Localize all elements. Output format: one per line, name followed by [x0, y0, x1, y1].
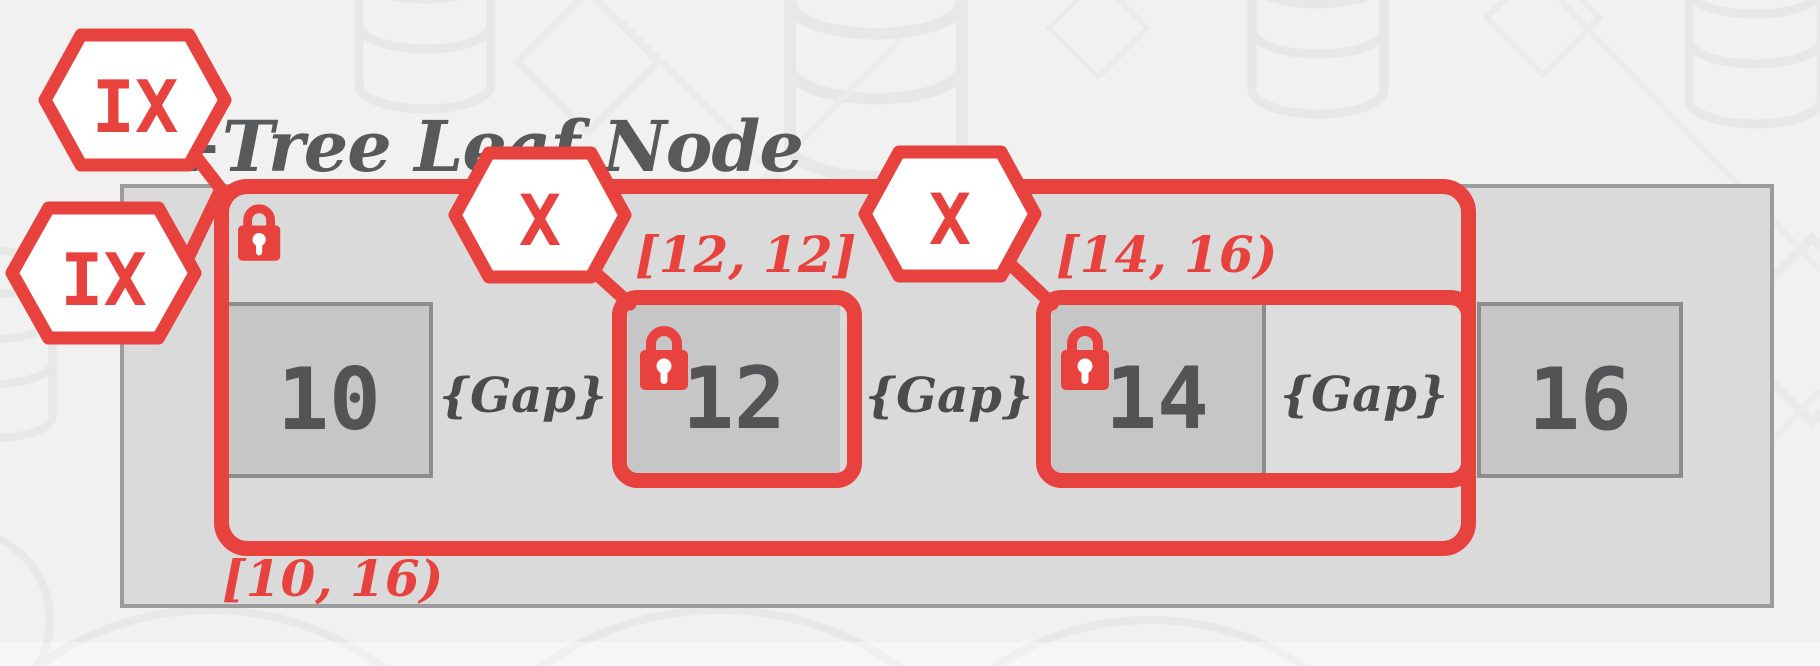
diamond-decoration [1486, 0, 1599, 75]
gap-label: {Gap} [439, 368, 607, 424]
gap-cell-3: {Gap} [1266, 305, 1462, 473]
key-value: 14 [1105, 349, 1209, 449]
key-cell-10: 10 [225, 302, 433, 478]
range-label-10-16: [10, 16) [222, 549, 444, 608]
gap-label: {Gap} [865, 368, 1033, 424]
key-value: 12 [682, 349, 786, 449]
page-title: B+Tree Leaf Node [106, 105, 804, 188]
key-value: 16 [1528, 350, 1632, 450]
key-cell-14: 14 [1052, 305, 1262, 473]
diamond-decoration [1049, 0, 1148, 77]
key-cell-12: 12 [628, 305, 840, 473]
database-icon [790, 0, 962, 177]
database-icon [1689, 0, 1820, 124]
range-label-14-16: [14, 16) [1056, 225, 1278, 284]
gap-label: {Gap} [1280, 367, 1448, 423]
gap-cell-2: {Gap} [862, 302, 1036, 478]
range-label-12-12: [12, 12] [635, 225, 857, 284]
database-icon [0, 251, 52, 438]
key-value: 10 [277, 350, 381, 450]
gap-cell-1: {Gap} [433, 302, 613, 478]
page-margin-band [0, 642, 1820, 666]
database-icon [1252, 0, 1384, 114]
database-icon [359, 0, 491, 109]
key-cell-16: 16 [1477, 302, 1683, 478]
